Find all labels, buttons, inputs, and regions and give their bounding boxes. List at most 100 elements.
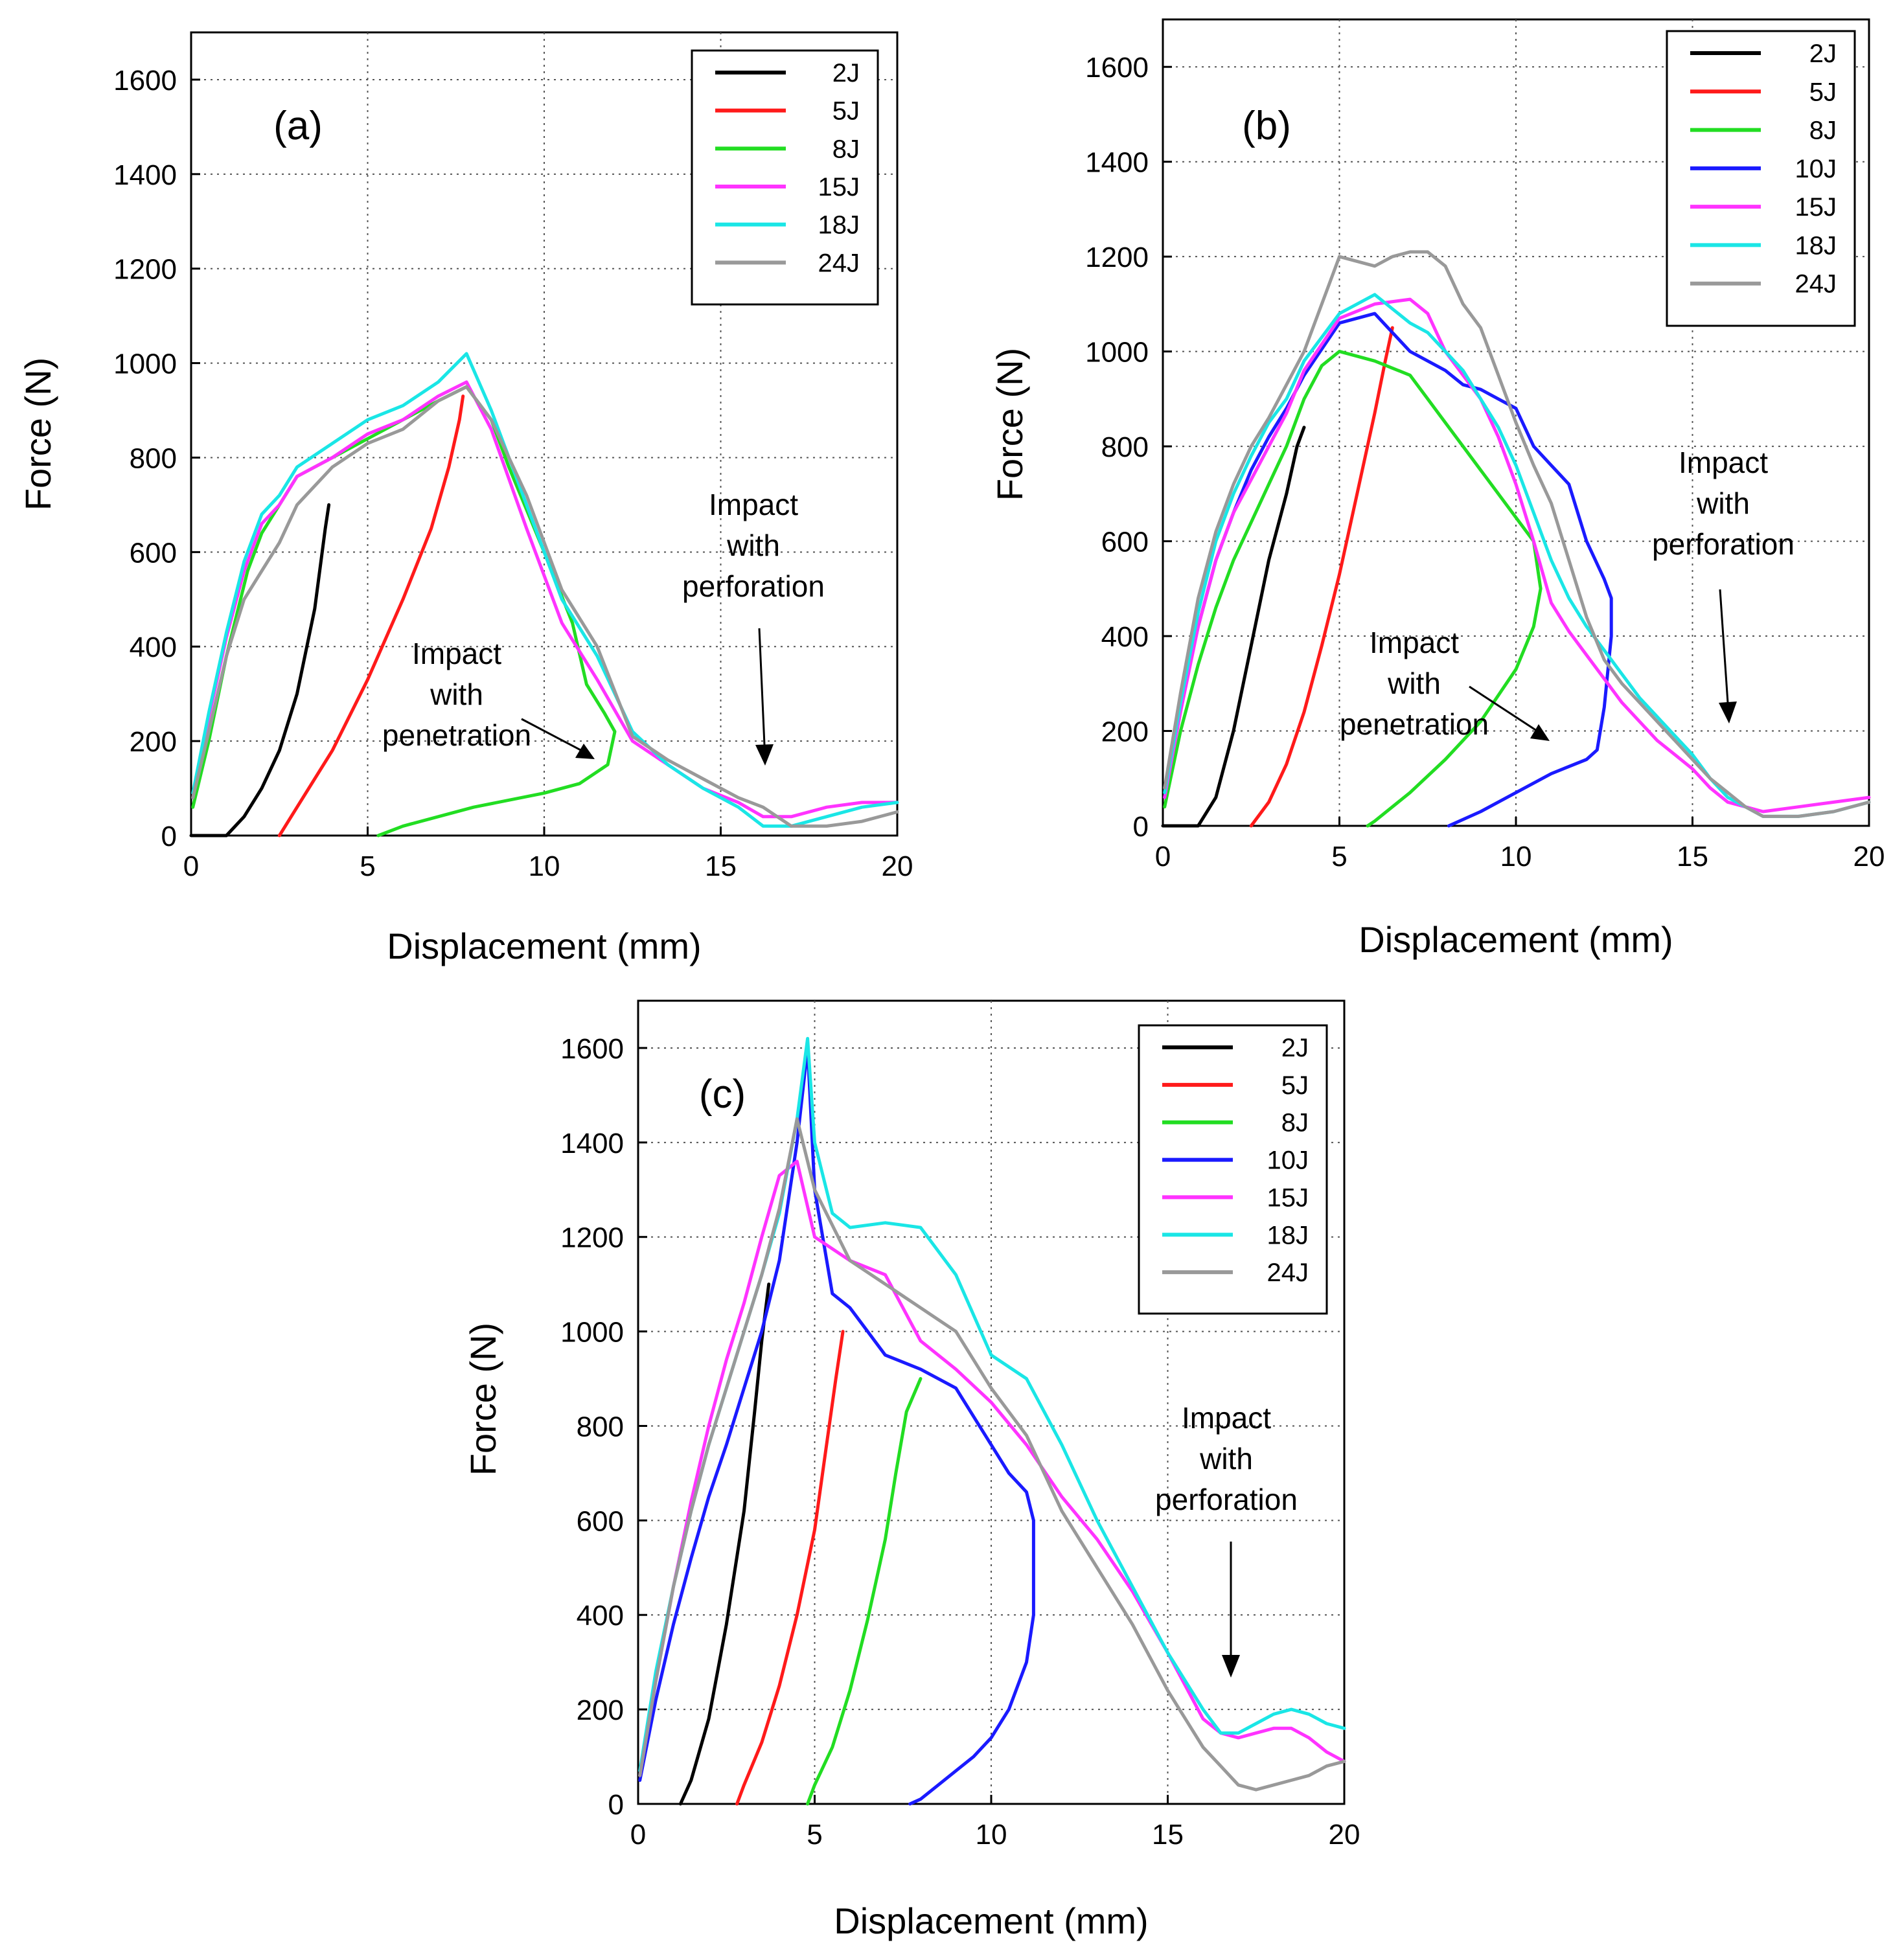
y-tick-label: 400	[1101, 621, 1149, 653]
annotation-arrowhead	[755, 744, 774, 766]
legend-box-c	[1138, 1024, 1328, 1315]
annotation-line: Impact	[1182, 1401, 1271, 1435]
series-line-10J	[1163, 312, 1613, 828]
y-tick-label: 600	[130, 537, 177, 569]
y-tick-label: 0	[1133, 811, 1149, 843]
annotation-perforation-a: Impact with perforation	[682, 488, 825, 766]
y-tick-label: 800	[1101, 431, 1149, 463]
annotation-perforation-c: Impact with perforation	[1155, 1401, 1298, 1678]
y-tick-label: 200	[130, 726, 177, 758]
x-tick-label: 5	[807, 1819, 822, 1851]
annotation-line: penetration	[382, 718, 531, 752]
annotation-arrow-shaft	[1469, 685, 1539, 733]
legend-box-b	[1666, 30, 1856, 327]
panel-label-c: (c)	[699, 1072, 746, 1117]
series-line-24J	[1163, 250, 1871, 818]
y-tick-label: 1200	[113, 254, 177, 286]
legend-a: 2J 5J 8J 15J 18J 24J	[691, 49, 879, 306]
y-tick-label: 1400	[113, 159, 177, 191]
annotation-arrowhead	[1530, 724, 1550, 741]
x-axis-title-a: Displacement (mm)	[387, 926, 701, 966]
panel-label-a: (a)	[273, 104, 323, 148]
legend-label: 15J	[1267, 1183, 1309, 1212]
legend-label: 18J	[818, 211, 860, 240]
y-tick-label: 1400	[1085, 147, 1149, 179]
series-line-8J	[806, 1377, 923, 1806]
legend-label: 5J	[832, 97, 860, 126]
y-axis-title-c: Force (N)	[463, 1323, 503, 1476]
x-tick-label: 5	[360, 850, 375, 882]
y-tick-label: 200	[577, 1694, 624, 1726]
legend-label: 18J	[1267, 1221, 1309, 1249]
annotation-line: with	[1696, 486, 1750, 520]
y-tick-label: 0	[608, 1789, 624, 1821]
y-tick-label: 400	[577, 1600, 624, 1632]
series-line-15J	[191, 380, 899, 819]
panel-label-b: (b)	[1242, 104, 1291, 148]
legend-label: 2J	[1809, 40, 1837, 68]
legend-label: 5J	[1281, 1071, 1309, 1100]
y-axis-title-b: Force (N)	[989, 348, 1030, 501]
x-tick-label: 10	[529, 850, 560, 882]
y-tick-label: 800	[577, 1411, 624, 1442]
annotation-penetration-a: Impact with penetration	[382, 637, 595, 759]
annotation-arrow-shaft	[521, 718, 584, 753]
legend-entries-a: 2J 5J 8J 15J 18J 24J	[715, 59, 860, 277]
series-line-24J	[191, 385, 899, 828]
y-tick-label: 600	[577, 1505, 624, 1537]
legend-c: 2J 5J 8J 10J 15J 18J 24J	[1138, 1024, 1328, 1315]
x-tick-label: 20	[882, 850, 913, 882]
legend-label: 2J	[1281, 1034, 1309, 1062]
x-tick-label: 20	[1853, 841, 1885, 872]
y-tick-label: 1600	[1085, 52, 1149, 84]
annotation-line: penetration	[1340, 707, 1489, 741]
y-tick-label: 1000	[560, 1317, 624, 1349]
x-tick-label: 5	[1331, 841, 1347, 872]
legend-label: 15J	[1795, 193, 1837, 222]
series-line-2J	[678, 1282, 771, 1806]
series-line-15J	[638, 1159, 1346, 1777]
y-tick-label: 600	[1101, 527, 1149, 558]
annotation-line: perforation	[682, 569, 825, 603]
y-tick-label: 1600	[113, 65, 177, 97]
legend-label: 8J	[1809, 117, 1837, 145]
annotation-line: Impact	[709, 488, 798, 521]
y-tick-label: 400	[130, 632, 177, 663]
annotation-line: with	[1387, 667, 1441, 700]
curves-c	[638, 1036, 1346, 1806]
series-line-5J	[735, 1330, 845, 1806]
annotation-arrowhead	[1222, 1655, 1240, 1678]
legend-label: 15J	[818, 173, 860, 201]
series-line-5J	[277, 394, 465, 838]
y-tick-label: 1000	[113, 348, 177, 380]
series-line-24J	[638, 1117, 1346, 1792]
y-tick-label: 200	[1101, 716, 1149, 748]
legend-label: 24J	[1795, 270, 1837, 299]
x-tick-label: 0	[1155, 841, 1171, 872]
annotation-arrowhead	[575, 744, 595, 759]
legend-label: 8J	[832, 135, 860, 163]
x-tick-label: 10	[976, 1819, 1007, 1851]
curves-b	[1161, 250, 1871, 828]
y-tick-label: 800	[130, 442, 177, 474]
series-line-2J	[1161, 426, 1306, 828]
x-tick-label: 10	[1500, 841, 1532, 872]
y-tick-label: 0	[161, 821, 177, 852]
x-tick-label: 15	[1152, 1819, 1184, 1851]
annotation-line: Impact	[412, 637, 501, 670]
legend-label: 10J	[1267, 1146, 1309, 1175]
x-tick-label: 0	[183, 850, 199, 882]
legend-label: 18J	[1795, 231, 1837, 260]
series-line-15J	[1163, 297, 1871, 814]
y-tick-label: 1200	[560, 1222, 624, 1254]
annotation-line: with	[726, 529, 780, 562]
annotation-line: with	[430, 678, 483, 711]
